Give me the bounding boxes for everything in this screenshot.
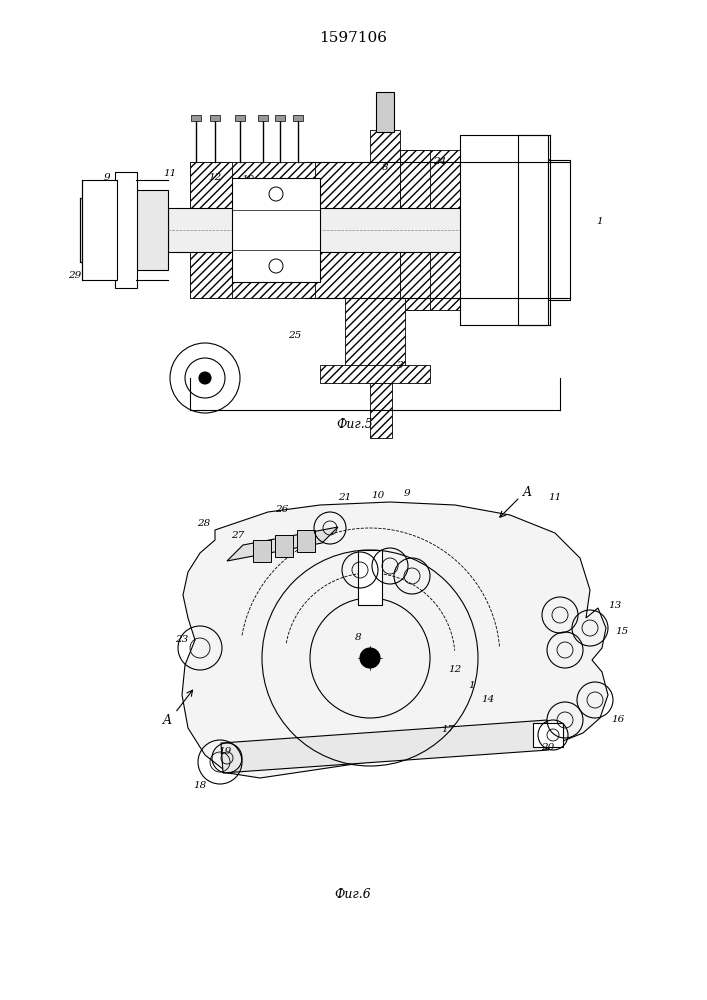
Bar: [548, 262, 570, 300]
Text: A: A: [522, 486, 532, 498]
Bar: [297, 530, 315, 552]
Text: Фиг.5: Фиг.5: [337, 418, 373, 432]
Text: 11: 11: [163, 168, 177, 178]
Bar: [548, 160, 570, 198]
Bar: [376, 92, 394, 132]
Circle shape: [199, 372, 211, 384]
Bar: [518, 135, 548, 325]
Text: 21: 21: [472, 157, 484, 166]
Polygon shape: [182, 502, 608, 778]
Bar: [400, 150, 430, 310]
Bar: [548, 160, 570, 300]
Bar: [253, 540, 271, 562]
Bar: [460, 135, 520, 325]
Text: 25: 25: [288, 330, 302, 340]
Bar: [235, 115, 245, 121]
Text: 28: 28: [197, 520, 211, 528]
Bar: [460, 135, 520, 187]
Bar: [275, 115, 285, 121]
Text: 29: 29: [69, 270, 81, 279]
Text: 24: 24: [433, 157, 447, 166]
Text: 12: 12: [448, 666, 462, 674]
Text: 8: 8: [355, 634, 361, 643]
Text: 10: 10: [371, 491, 385, 500]
Text: 18: 18: [194, 780, 206, 790]
Text: 23: 23: [175, 636, 189, 645]
Text: 26: 26: [275, 506, 288, 514]
Bar: [190, 252, 320, 298]
Text: A: A: [163, 714, 172, 726]
Bar: [358, 550, 382, 605]
Text: 9: 9: [104, 174, 110, 182]
Bar: [275, 535, 293, 557]
Bar: [190, 162, 320, 208]
Bar: [82, 180, 117, 280]
Bar: [533, 723, 563, 747]
Polygon shape: [227, 527, 338, 561]
Text: 16: 16: [612, 716, 624, 724]
Bar: [191, 115, 201, 121]
Bar: [320, 365, 430, 383]
Text: 15: 15: [615, 628, 629, 637]
Bar: [400, 150, 475, 208]
Text: 8: 8: [382, 163, 388, 172]
Bar: [400, 252, 475, 310]
Bar: [210, 115, 220, 121]
Bar: [232, 178, 320, 282]
Bar: [80, 198, 102, 262]
Text: Фиг.6: Фиг.6: [334, 888, 371, 902]
Text: 1: 1: [469, 680, 475, 690]
Text: 9: 9: [404, 489, 410, 498]
Bar: [370, 130, 400, 162]
Bar: [370, 383, 392, 438]
Bar: [190, 162, 232, 298]
Circle shape: [360, 648, 380, 668]
Text: 2: 2: [551, 260, 559, 269]
Text: 7: 7: [267, 178, 274, 188]
Text: 13: 13: [609, 600, 621, 609]
Bar: [345, 298, 405, 373]
Bar: [293, 115, 303, 121]
Text: 14: 14: [481, 696, 495, 704]
Text: 27: 27: [231, 530, 245, 540]
Text: 22: 22: [538, 158, 551, 167]
Text: 17: 17: [441, 726, 455, 734]
Text: 10: 10: [241, 176, 255, 184]
Bar: [100, 190, 168, 270]
Text: 7: 7: [365, 650, 371, 660]
Polygon shape: [221, 720, 549, 773]
Text: 23: 23: [503, 157, 517, 166]
Bar: [168, 208, 563, 252]
Bar: [315, 252, 405, 298]
Text: 20: 20: [542, 744, 554, 752]
Text: 1597106: 1597106: [319, 31, 387, 45]
Text: 12: 12: [209, 172, 221, 182]
Text: 3: 3: [397, 360, 403, 369]
Text: 19: 19: [218, 748, 232, 756]
Bar: [460, 273, 520, 325]
Text: 1: 1: [597, 218, 603, 227]
Bar: [315, 162, 405, 208]
Text: 21: 21: [339, 493, 351, 502]
Text: 11: 11: [549, 493, 561, 502]
Bar: [258, 115, 268, 121]
Bar: [115, 172, 137, 288]
